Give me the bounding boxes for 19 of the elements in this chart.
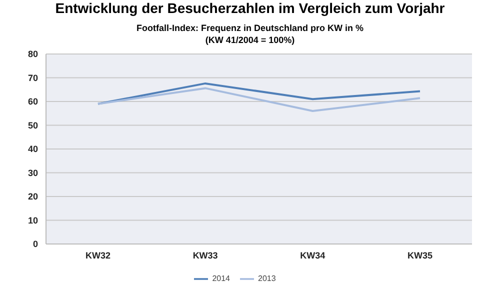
legend-label: 2013: [258, 274, 276, 284]
x-tick-label: KW33: [192, 250, 218, 260]
y-tick-label: 70: [28, 72, 38, 83]
chart-subtitle: Footfall-Index: Frequenz in Deutschland pro KW in % (KW 41/2004 = 100%): [136, 22, 364, 46]
y-tick-label: 50: [28, 120, 38, 130]
y-tick-label: 40: [28, 144, 38, 154]
y-tick-label: 30: [28, 168, 38, 178]
legend-label: 2014: [212, 274, 230, 284]
x-tick-label: KW32: [85, 250, 111, 260]
y-tick-label: 60: [28, 96, 38, 107]
line-series: [97, 82, 421, 105]
y-tick-label: 0: [32, 239, 38, 250]
x-tick-label: KW34: [300, 250, 326, 260]
x-tick-label: KW35: [407, 250, 433, 260]
y-tick-label: 20: [28, 192, 38, 202]
y-tick-label: 10: [28, 215, 38, 226]
chart-title: Entwicklung der Besucherzahlen im Vergleich zum Vorjahr: [54, 0, 446, 17]
y-tick-label: 80: [28, 49, 38, 60]
line-series: [97, 87, 421, 112]
